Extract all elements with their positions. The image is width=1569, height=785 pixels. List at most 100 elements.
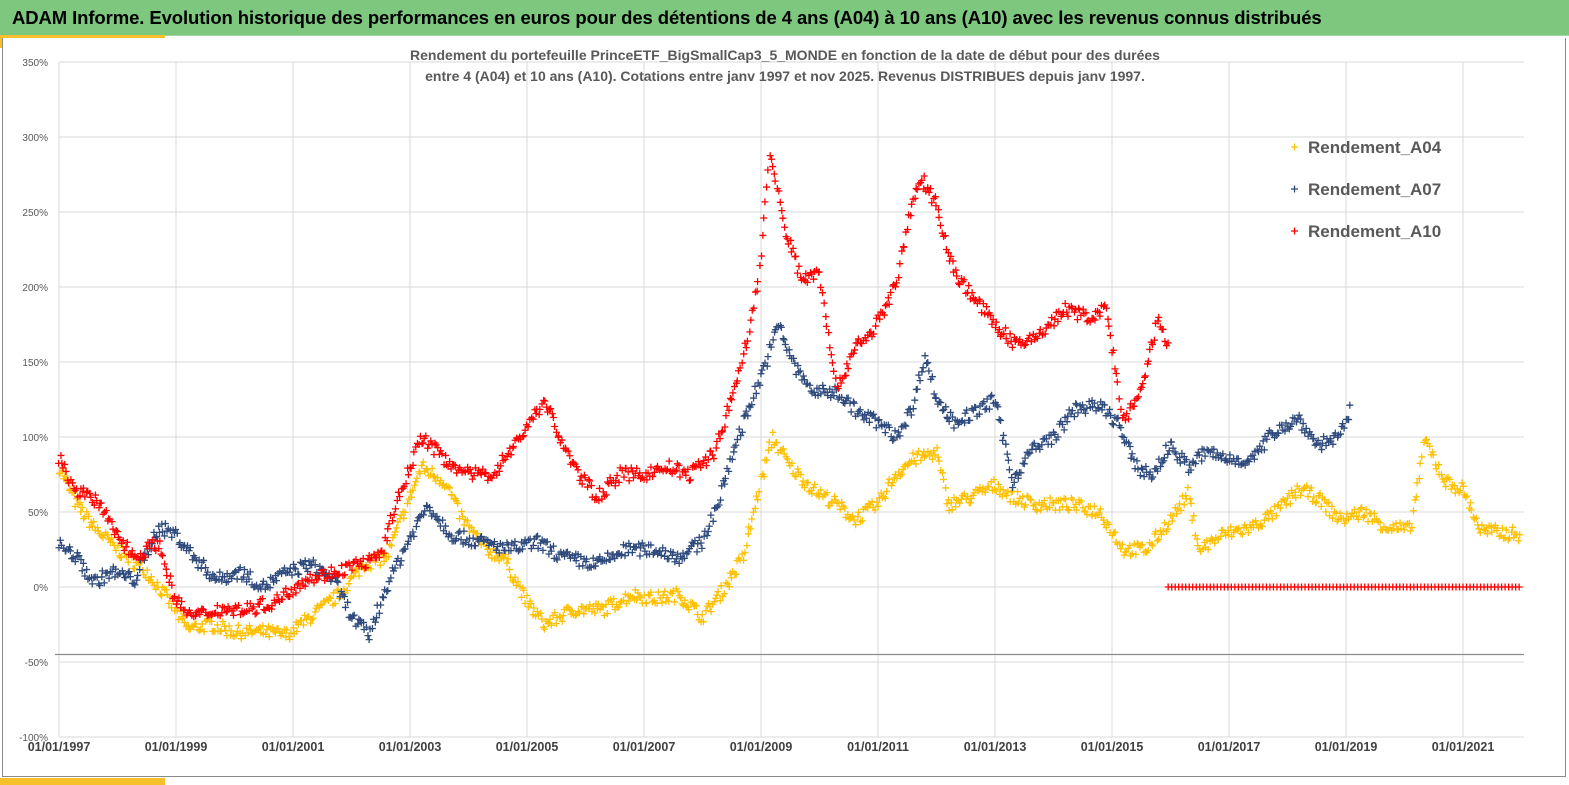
data-point-marker	[763, 362, 771, 370]
data-point-marker	[738, 359, 746, 367]
data-point-marker	[1068, 304, 1076, 312]
x-axis: 01/01/1997 01/01/1999 01/01/2001 01/01/2003…	[28, 740, 1495, 754]
data-point-marker	[75, 552, 83, 560]
data-point-marker	[693, 548, 701, 556]
data-point-marker	[558, 617, 566, 625]
data-point-marker	[180, 619, 188, 627]
data-point-marker	[419, 439, 427, 447]
data-point-marker	[1322, 508, 1330, 516]
data-point-marker	[1476, 529, 1484, 537]
data-point-marker	[282, 584, 290, 592]
data-point-marker	[874, 416, 882, 424]
data-point-marker	[1000, 431, 1007, 439]
data-point-marker	[900, 463, 908, 471]
data-point-marker	[490, 538, 498, 546]
data-point-marker	[894, 428, 902, 436]
data-point-marker	[573, 463, 581, 471]
data-point-marker	[1161, 337, 1169, 345]
data-point-marker	[1341, 519, 1349, 527]
data-point-marker	[1109, 421, 1117, 429]
data-point-marker	[964, 493, 972, 501]
data-point-marker	[1293, 418, 1301, 426]
data-point-marker	[470, 472, 478, 480]
y-tick-label: 300%	[22, 133, 48, 144]
data-point-marker	[1144, 357, 1152, 365]
data-point-marker	[220, 604, 228, 612]
data-point-marker	[634, 589, 642, 597]
data-point-marker	[348, 566, 356, 574]
data-point-marker	[422, 465, 430, 473]
data-point-marker	[308, 616, 316, 624]
data-point-marker	[250, 603, 258, 611]
data-point-marker	[849, 349, 857, 357]
data-point-marker	[368, 624, 376, 632]
data-point-marker	[665, 597, 673, 605]
data-point-marker	[71, 558, 79, 566]
data-point-marker	[278, 629, 286, 637]
data-point-marker	[1217, 532, 1225, 540]
data-point-marker	[1026, 331, 1034, 339]
data-point-marker	[254, 625, 262, 633]
data-point-marker	[1195, 451, 1203, 459]
data-point-marker	[618, 551, 626, 559]
data-point-marker	[921, 453, 929, 461]
data-point-marker	[1091, 316, 1099, 324]
data-point-marker	[393, 524, 401, 532]
data-point-marker	[1456, 487, 1464, 495]
data-point-marker	[253, 609, 261, 617]
data-point-marker	[1245, 458, 1253, 466]
data-point-marker	[130, 565, 138, 573]
data-point-marker	[135, 555, 143, 563]
data-point-marker	[1241, 461, 1249, 469]
data-point-marker	[216, 568, 224, 576]
data-point-marker	[1133, 539, 1141, 547]
data-point-marker	[341, 603, 349, 611]
data-point-marker	[939, 475, 947, 483]
data-point-marker	[1037, 506, 1045, 514]
data-point-marker	[893, 279, 901, 287]
data-point-marker	[907, 411, 915, 419]
data-point-marker	[458, 508, 466, 516]
data-point-marker	[587, 482, 595, 490]
data-point-marker	[1054, 433, 1062, 441]
data-point-marker	[120, 570, 128, 578]
data-point-marker	[402, 480, 410, 488]
data-point-marker	[1314, 436, 1322, 444]
data-point-marker	[625, 539, 633, 547]
data-point-marker	[520, 432, 528, 440]
data-point-marker	[1146, 468, 1154, 476]
data-point-marker	[477, 471, 485, 479]
data-point-marker	[1164, 339, 1172, 347]
data-point-marker	[1113, 415, 1121, 423]
data-point-marker	[733, 377, 741, 385]
data-point-marker	[1256, 442, 1264, 450]
data-point-marker	[1415, 475, 1423, 483]
data-point-marker	[635, 593, 643, 601]
data-point-marker	[1029, 502, 1037, 510]
data-point-marker	[1295, 411, 1303, 419]
data-point-marker	[787, 236, 795, 244]
data-point-marker	[1516, 531, 1524, 539]
data-point-marker	[373, 614, 381, 622]
data-point-marker	[1288, 486, 1296, 494]
data-point-marker	[1036, 325, 1044, 333]
data-point-marker	[654, 588, 662, 596]
data-point-marker	[747, 316, 755, 324]
data-point-marker	[1155, 313, 1163, 321]
data-point-marker	[1473, 514, 1481, 522]
data-point-marker	[482, 469, 490, 477]
data-point-marker	[1016, 335, 1024, 343]
data-point-marker	[942, 484, 950, 492]
data-point-marker	[881, 302, 889, 310]
data-point-marker	[292, 589, 300, 597]
y-tick-label: 200%	[22, 283, 48, 294]
data-point-marker	[1432, 465, 1440, 473]
data-point-marker	[79, 484, 87, 492]
data-point-marker	[114, 542, 122, 550]
data-point-marker	[817, 486, 825, 494]
chart-title-line-1: Rendement du portefeuille PrinceETF_BigS…	[410, 47, 1160, 63]
data-point-marker	[747, 525, 755, 533]
data-point-marker	[918, 368, 926, 376]
chart-title-line-2: entre 4 (A04) et 10 ans (A10). Cotations…	[425, 68, 1145, 84]
data-point-marker	[519, 433, 527, 441]
